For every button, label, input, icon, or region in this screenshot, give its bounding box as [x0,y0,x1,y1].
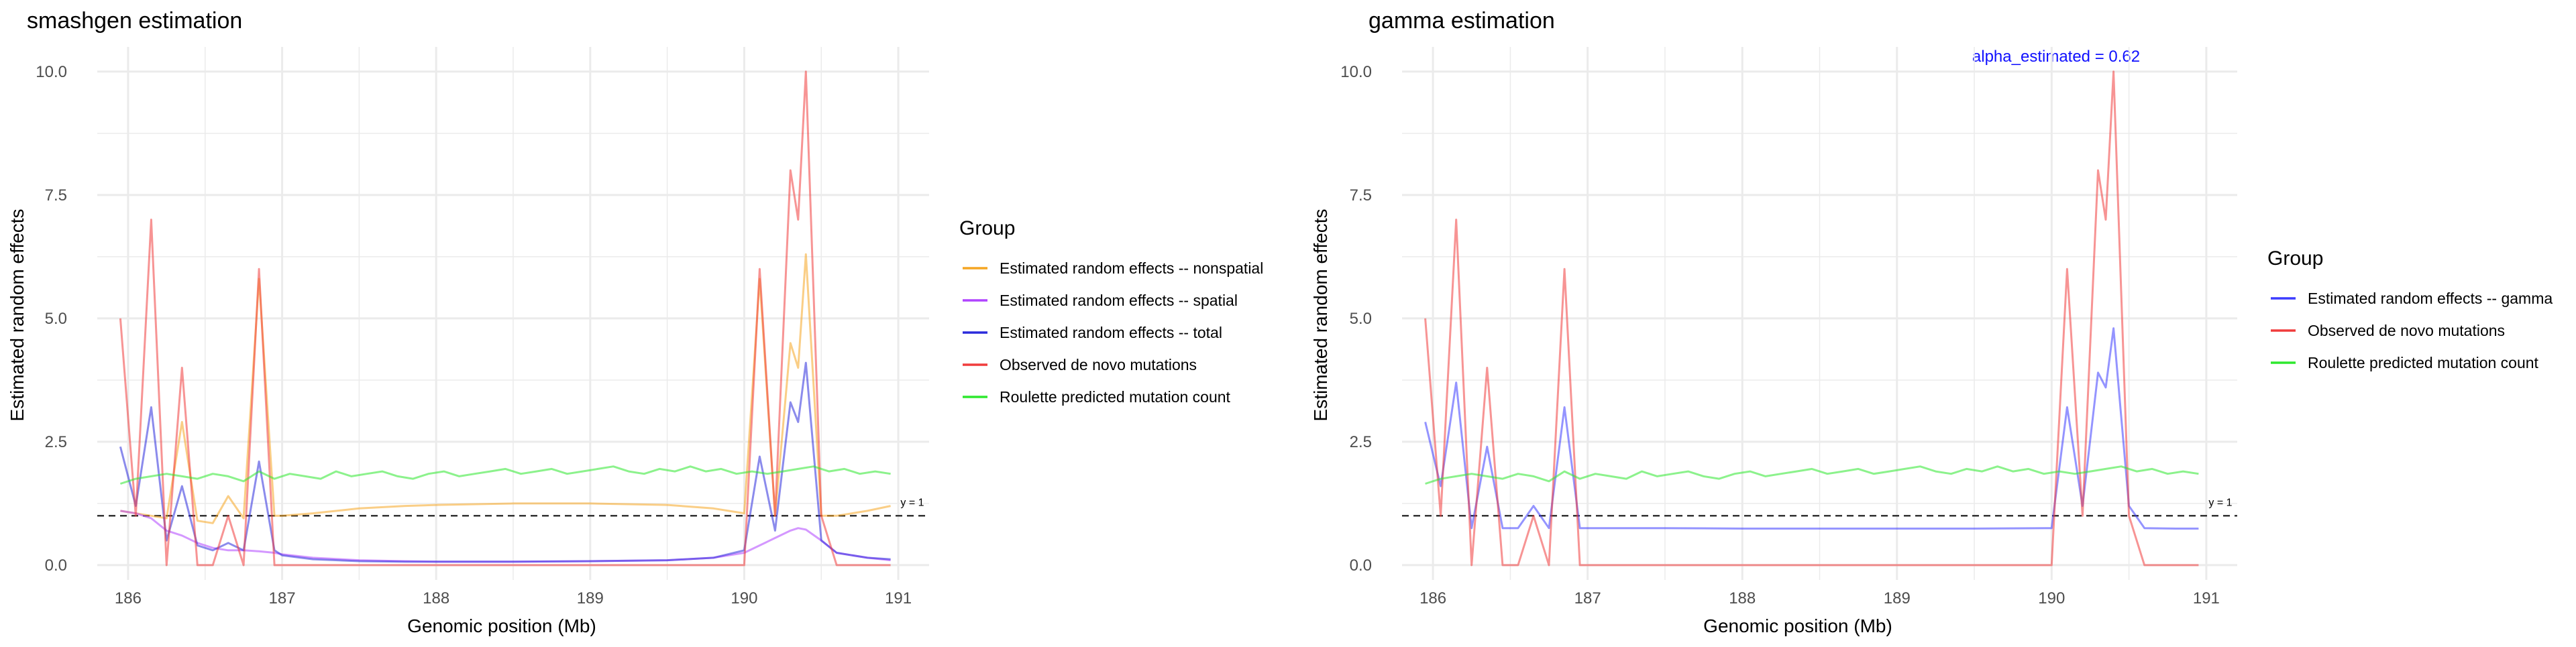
y-tick-label: 10.0 [36,63,67,81]
series-line-nonspatial [120,253,891,524]
y-axis-label: Estimated random effects [1310,209,1331,422]
series-layer [1424,70,2199,567]
series-line-roulette [119,465,891,485]
x-tick-label: 190 [2038,589,2065,607]
smashgen-panel: smashgen estimation Estimated random eff… [7,8,1263,636]
legend-entry-label: Observed de novo mutations [2308,322,2505,339]
legend-entry-label: Observed de novo mutations [1000,356,1197,373]
x-tick-labels: 186 187 188 189 190 191 [115,589,912,607]
y-tick-labels: 0.0 2.5 5.0 7.5 10.0 [1340,63,1372,575]
y-tick-label: 0.0 [45,556,67,575]
grid [1402,47,2237,580]
series-line-observed [119,70,891,567]
y-tick-label: 7.5 [45,186,67,204]
legend-title: Group [959,217,1015,239]
reference-line-label: y = 1 [2208,497,2232,508]
x-tick-label: 187 [269,589,296,607]
x-tick-label: 186 [115,589,142,607]
legend-entry-label: Roulette predicted mutation count [1000,388,1231,406]
legend-entry-label: Estimated random effects -- total [1000,324,1222,341]
x-tick-labels: 186 187 188 189 190 191 [1419,589,2220,607]
series-line-gamma [1424,327,2199,530]
series-layer [119,70,891,567]
series-line-roulette [1425,465,2199,485]
annotation-text: alpha_estimated = 0.62 [1972,48,2140,66]
y-tick-label: 5.0 [1350,310,1372,328]
x-tick-label: 189 [1884,589,1911,607]
y-tick-labels: 0.0 2.5 5.0 7.5 10.0 [36,63,67,575]
x-tick-label: 188 [423,589,449,607]
y-tick-label: 2.5 [1350,433,1372,451]
x-axis-label: Genomic position (Mb) [407,615,596,636]
x-axis-label: Genomic position (Mb) [1703,615,1892,636]
x-tick-label: 189 [577,589,604,607]
legend: Group Estimated random effects -- gamma O… [2267,247,2553,371]
series-line-observed [1424,70,2199,567]
legend: Group Estimated random effects -- nonspa… [959,217,1263,406]
legend-entry-label: Estimated random effects -- spatial [1000,292,1238,309]
y-tick-label: 7.5 [1350,186,1372,204]
y-axis-label: Estimated random effects [7,209,28,422]
reference-line-label: y = 1 [900,497,924,508]
y-tick-label: 10.0 [1340,63,1372,81]
legend-entry-label: Estimated random effects -- gamma [2308,290,2553,307]
gamma-panel: gamma estimation alpha_estimated = 0.62 … [1310,8,2553,636]
y-tick-label: 0.0 [1350,556,1372,575]
x-tick-label: 190 [731,589,757,607]
x-tick-label: 191 [885,589,912,607]
x-tick-label: 186 [1419,589,1446,607]
legend-entry-label: Roulette predicted mutation count [2308,354,2539,371]
y-tick-label: 2.5 [45,433,67,451]
x-tick-label: 187 [1574,589,1601,607]
legend-title: Group [2267,247,2323,270]
x-tick-label: 188 [1729,589,1756,607]
x-tick-label: 191 [2193,589,2220,607]
chart-title: gamma estimation [1368,8,1555,34]
chart-title: smashgen estimation [27,8,242,34]
y-tick-label: 5.0 [45,310,67,328]
legend-entry-label: Estimated random effects -- nonspatial [1000,259,1263,277]
